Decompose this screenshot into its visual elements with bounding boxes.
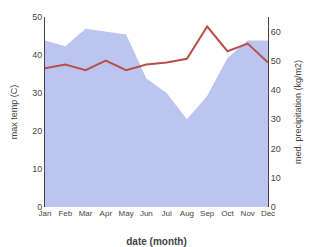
svg-text:Nov: Nov bbox=[241, 209, 255, 218]
svg-text:10: 10 bbox=[271, 173, 281, 183]
svg-text:0: 0 bbox=[271, 202, 276, 212]
svg-text:Jan: Jan bbox=[39, 209, 52, 218]
svg-text:40: 40 bbox=[271, 85, 281, 95]
svg-text:30: 30 bbox=[271, 114, 281, 124]
svg-text:50: 50 bbox=[32, 12, 42, 22]
svg-text:0: 0 bbox=[37, 202, 42, 212]
svg-text:Apr: Apr bbox=[100, 209, 113, 218]
svg-text:date (month): date (month) bbox=[126, 236, 187, 247]
svg-text:Jun: Jun bbox=[140, 209, 153, 218]
svg-text:Jul: Jul bbox=[162, 209, 172, 218]
svg-text:May: May bbox=[119, 209, 134, 218]
svg-text:Dec: Dec bbox=[261, 209, 275, 218]
svg-text:max temp (C): max temp (C) bbox=[9, 85, 19, 140]
svg-text:Mar: Mar bbox=[79, 209, 93, 218]
svg-text:Sep: Sep bbox=[200, 209, 215, 218]
svg-text:10: 10 bbox=[32, 164, 42, 174]
svg-text:20: 20 bbox=[32, 126, 42, 136]
svg-text:60: 60 bbox=[271, 27, 281, 37]
svg-text:med. precipitation (kg/m2): med. precipitation (kg/m2) bbox=[293, 60, 303, 164]
svg-text:50: 50 bbox=[271, 56, 281, 66]
svg-text:30: 30 bbox=[32, 88, 42, 98]
svg-text:40: 40 bbox=[32, 50, 42, 60]
svg-text:Oct: Oct bbox=[221, 209, 234, 218]
svg-text:Feb: Feb bbox=[58, 209, 72, 218]
svg-text:Aug: Aug bbox=[180, 209, 194, 218]
svg-text:20: 20 bbox=[271, 144, 281, 154]
